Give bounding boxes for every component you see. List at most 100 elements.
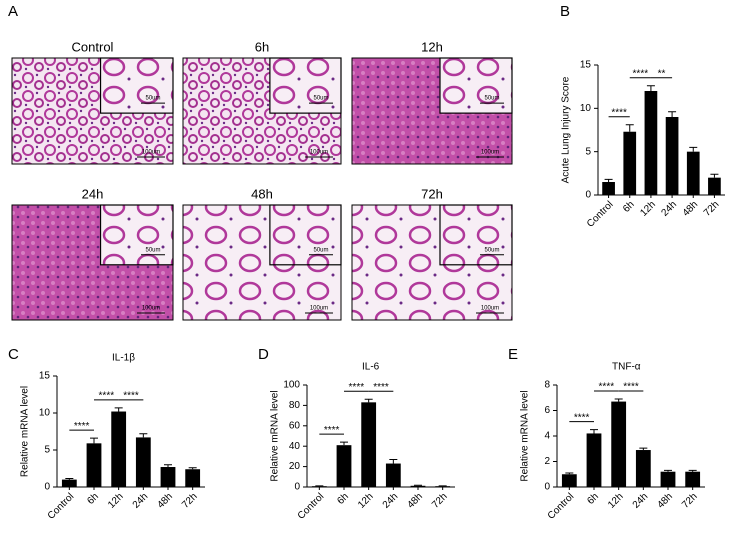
panel-letter: A bbox=[8, 3, 18, 20]
scale-label: 100um bbox=[310, 150, 328, 156]
x-tick-label: 72h bbox=[680, 491, 700, 511]
bar bbox=[61, 479, 77, 487]
inset-image bbox=[439, 57, 513, 114]
x-tick-label: Control bbox=[296, 491, 327, 522]
x-tick-label: 48h bbox=[681, 199, 701, 219]
inset-image bbox=[99, 204, 174, 266]
y-axis-label: Relative mRNA level bbox=[20, 386, 31, 477]
bar bbox=[708, 177, 721, 195]
error-bar bbox=[590, 429, 598, 434]
error-bar bbox=[188, 467, 197, 470]
inset-image bbox=[269, 57, 342, 114]
x-tick-label: 24h bbox=[381, 491, 401, 511]
inset-scale-label: 50um bbox=[313, 96, 328, 102]
error-bar bbox=[646, 85, 655, 91]
panel-letter: D bbox=[258, 346, 269, 363]
error-bar bbox=[625, 124, 634, 132]
y-tick-label: 20 bbox=[289, 461, 301, 472]
panel-letter: E bbox=[508, 346, 518, 363]
bar bbox=[361, 402, 377, 487]
significance-label: **** bbox=[349, 382, 365, 393]
y-tick-label: 0 bbox=[44, 482, 50, 493]
scale-label: 100um bbox=[481, 306, 499, 312]
image-label: Control bbox=[72, 39, 114, 54]
y-tick-label: 2 bbox=[544, 456, 550, 467]
error-bar bbox=[164, 464, 172, 468]
bar bbox=[160, 467, 176, 487]
y-tick-label: 6 bbox=[544, 405, 550, 416]
error-bar bbox=[688, 469, 697, 472]
bar bbox=[410, 485, 426, 487]
inset-scale-label: 50um bbox=[484, 96, 499, 102]
chart-title: IL-6 bbox=[362, 362, 380, 373]
inset-scale-label: 50um bbox=[484, 247, 499, 253]
x-tick-label: 12h bbox=[606, 491, 626, 511]
error-bar bbox=[689, 146, 698, 152]
error-bar bbox=[364, 398, 373, 403]
bar bbox=[602, 182, 615, 195]
significance-label: **** bbox=[324, 425, 340, 436]
x-tick-label: 6h bbox=[621, 199, 637, 215]
x-tick-label: 24h bbox=[131, 491, 151, 511]
x-tick-label: 6h bbox=[585, 491, 601, 507]
bar bbox=[635, 450, 651, 487]
error-bar bbox=[710, 173, 719, 178]
image-label: 24h bbox=[82, 186, 104, 201]
y-tick-label: 4 bbox=[544, 431, 550, 442]
x-tick-label: 12h bbox=[356, 491, 376, 511]
y-tick-label: 100 bbox=[283, 380, 300, 391]
bar bbox=[435, 486, 451, 487]
y-axis-label: Relative mRNA level bbox=[520, 390, 531, 481]
x-tick-label: 72h bbox=[180, 491, 200, 511]
significance-label: **** bbox=[574, 412, 590, 423]
bar bbox=[185, 469, 201, 487]
bar bbox=[135, 437, 151, 487]
inset-scale-label: 50um bbox=[145, 96, 160, 102]
bar bbox=[86, 443, 102, 487]
y-tick-label: 8 bbox=[544, 380, 550, 391]
scale-label: 100um bbox=[310, 306, 328, 312]
bar bbox=[561, 474, 577, 487]
x-tick-label: 12h bbox=[106, 491, 126, 511]
inset-image bbox=[439, 204, 513, 266]
error-bar bbox=[414, 484, 422, 486]
bar bbox=[623, 131, 637, 195]
significance-label: **** bbox=[633, 68, 649, 79]
bar bbox=[611, 401, 627, 487]
bar bbox=[111, 411, 127, 487]
x-tick-label: 24h bbox=[631, 491, 651, 511]
y-tick-label: 80 bbox=[289, 400, 301, 411]
bar bbox=[644, 91, 658, 195]
y-tick-label: 10 bbox=[580, 103, 592, 114]
x-tick-label: Control bbox=[585, 199, 616, 230]
error-bar bbox=[664, 469, 672, 472]
x-tick-label: 48h bbox=[655, 491, 675, 511]
x-tick-label: Control bbox=[46, 491, 77, 522]
x-tick-label: 48h bbox=[155, 491, 175, 511]
y-tick-label: 5 bbox=[585, 146, 591, 157]
panel-letter: B bbox=[560, 3, 570, 20]
chart-title: IL-1β bbox=[112, 353, 135, 364]
y-tick-label: 15 bbox=[580, 60, 592, 71]
bar bbox=[686, 151, 700, 195]
y-axis-label: Relative mRNA level bbox=[270, 390, 281, 481]
inset-scale-label: 50um bbox=[313, 247, 328, 253]
bar bbox=[660, 471, 676, 487]
x-tick-label: 48h bbox=[405, 491, 425, 511]
significance-label: ** bbox=[658, 68, 666, 79]
significance-label: **** bbox=[99, 390, 115, 401]
y-tick-label: 0 bbox=[544, 482, 550, 493]
x-tick-label: 12h bbox=[638, 199, 658, 219]
x-tick-label: 72h bbox=[430, 491, 450, 511]
panel-letter: C bbox=[8, 346, 19, 363]
significance-label: **** bbox=[611, 107, 627, 118]
bar bbox=[586, 433, 602, 487]
bar bbox=[665, 117, 679, 195]
y-tick-label: 0 bbox=[294, 482, 300, 493]
image-label: 6h bbox=[255, 39, 269, 54]
inset-image bbox=[99, 57, 174, 114]
significance-label: **** bbox=[74, 421, 90, 432]
error-bar bbox=[340, 441, 348, 446]
error-bar bbox=[114, 407, 123, 412]
